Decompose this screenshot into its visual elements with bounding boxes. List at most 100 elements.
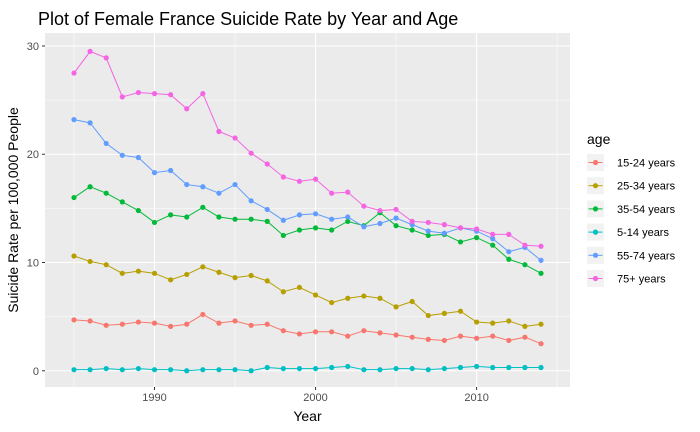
data-point (312, 211, 319, 217)
data-point (119, 367, 125, 373)
data-point (457, 333, 464, 339)
data-point (264, 278, 270, 284)
data-point (280, 174, 286, 180)
data-point (312, 292, 319, 298)
legend-key-point (592, 252, 599, 258)
y-tick-label: 10 (27, 258, 39, 270)
data-point (361, 328, 367, 334)
data-point (87, 258, 93, 265)
legend-label: 25-34 years (617, 181, 676, 193)
data-point (119, 270, 125, 276)
data-point (522, 262, 528, 268)
data-point (393, 365, 399, 372)
data-point (506, 337, 512, 344)
minor-gridlines (45, 33, 570, 387)
data-point (71, 117, 77, 123)
data-point (135, 268, 142, 274)
data-point (200, 264, 206, 270)
data-point (135, 89, 142, 96)
data-point (538, 321, 544, 327)
data-point (361, 224, 367, 230)
data-point (216, 190, 222, 196)
data-point (425, 312, 431, 319)
data-point (522, 323, 528, 329)
data-point (135, 365, 142, 372)
data-point (184, 214, 190, 220)
data-point (280, 328, 286, 334)
data-point (345, 363, 351, 370)
data-point (441, 222, 447, 228)
data-point (264, 161, 270, 167)
series-layer (71, 48, 544, 374)
data-point (409, 334, 415, 340)
legend-item: 15-24 years (587, 154, 676, 171)
legend: age 15-24 years 25-34 years 35-54 years 5-1… (587, 131, 676, 287)
data-point (345, 295, 351, 301)
data-point (473, 235, 480, 241)
data-point (361, 203, 367, 209)
data-point (296, 331, 303, 337)
data-point (168, 323, 174, 329)
series-line (73, 50, 542, 247)
series-75plus-years (71, 48, 544, 249)
data-point (216, 367, 222, 373)
data-point (393, 332, 399, 338)
major-gridlines (45, 33, 570, 387)
data-point (457, 239, 464, 245)
data-point (296, 212, 303, 218)
data-point (473, 335, 480, 341)
data-point (296, 178, 303, 184)
data-point (184, 368, 190, 374)
data-point (87, 367, 93, 373)
data-point (377, 207, 383, 214)
data-point (151, 170, 158, 176)
x-tick-label: 1990 (142, 392, 166, 404)
data-point (490, 231, 496, 237)
data-point (312, 365, 319, 372)
data-point (87, 184, 93, 190)
data-point (425, 367, 431, 373)
data-point (248, 198, 254, 204)
data-point (393, 206, 399, 213)
data-point (522, 364, 528, 371)
data-point (168, 167, 174, 174)
data-point (490, 364, 496, 371)
data-point (393, 304, 399, 310)
data-point (425, 219, 431, 226)
data-point (184, 321, 190, 327)
series-line (73, 255, 542, 327)
data-point (506, 256, 512, 262)
data-point (103, 262, 109, 268)
data-point (457, 364, 464, 371)
data-point (280, 217, 286, 223)
data-point (329, 299, 335, 306)
data-point (329, 216, 335, 222)
legend-label: 75+ years (617, 274, 666, 286)
data-point (232, 367, 238, 373)
data-point (538, 257, 544, 263)
data-point (135, 319, 142, 325)
data-point (264, 206, 270, 213)
data-point (184, 106, 190, 112)
legend-item: 35-54 years (587, 200, 676, 218)
data-point (87, 318, 93, 324)
axes-layer: 1990 2000 2010 0 10 20 30 (27, 41, 489, 404)
data-point (345, 218, 351, 224)
data-point (135, 154, 142, 161)
data-point (264, 364, 270, 371)
data-point (264, 218, 270, 224)
data-point (345, 189, 351, 195)
series-line (73, 313, 542, 345)
data-point (441, 337, 447, 344)
data-point (168, 367, 174, 373)
data-point (409, 218, 415, 224)
data-point (377, 330, 383, 336)
data-point (409, 298, 415, 305)
data-point (200, 367, 206, 373)
data-point (280, 365, 286, 372)
data-point (393, 215, 399, 221)
data-point (248, 322, 254, 328)
series-line (73, 365, 542, 372)
data-point (490, 333, 496, 339)
